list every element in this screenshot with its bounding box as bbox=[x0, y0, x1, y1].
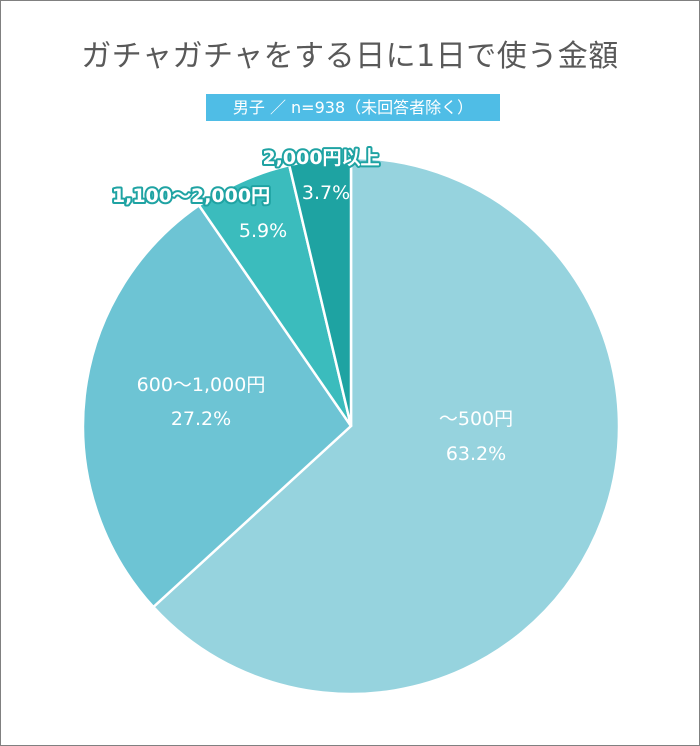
slice-category-label: ～500円 bbox=[439, 408, 513, 430]
pie-slice bbox=[151, 156, 621, 696]
slice-percent-label: 5.9% bbox=[239, 220, 287, 242]
slice-percent-label: 27.2% bbox=[171, 408, 231, 430]
slice-category-label: 1,100～2,000円 bbox=[112, 185, 270, 207]
slice-category-label: 600～1,000円 bbox=[137, 374, 266, 396]
pie-slice bbox=[81, 203, 353, 609]
pie-slice bbox=[287, 156, 353, 427]
chart-subtitle: 男子 ／ n=938（未回答者除く） bbox=[206, 94, 500, 121]
slice-category-label: 2,000円以上 bbox=[262, 147, 379, 169]
slice-percent-label: 3.7% bbox=[302, 182, 350, 204]
chart-title: ガチャガチャをする日に1日で使う金額 bbox=[81, 39, 619, 74]
slice-percent-label: 63.2% bbox=[446, 443, 506, 465]
